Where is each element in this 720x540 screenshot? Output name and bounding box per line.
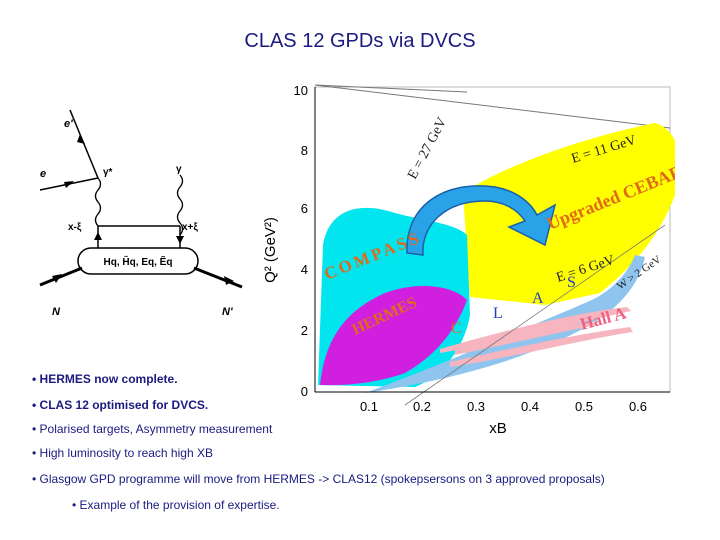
halla-band xyxy=(455,321,597,355)
curved-arrow-icon xyxy=(406,185,557,256)
kinematic-coverage-plot: 0 2 4 6 8 10 0.1 0.2 0.3 0.4 0.5 0.6 Q² … xyxy=(262,83,675,435)
e-prime-label: e' xyxy=(64,118,73,130)
quark-arrow-icon xyxy=(94,232,102,240)
y-tick: 8 xyxy=(301,143,308,158)
outgoing-electron-line xyxy=(69,109,99,179)
x-minus-xi-label: x-ξ xyxy=(68,222,82,233)
outgoing-nucleon-line xyxy=(193,266,243,289)
x-tick: 0.4 xyxy=(521,399,539,414)
y-tick: 4 xyxy=(301,262,308,277)
x-tick: 0.3 xyxy=(467,399,485,414)
gpd-label: Hq, H̃q, Eq, Ẽq xyxy=(104,255,173,268)
clas-letter-s: S xyxy=(567,274,576,291)
clas-letter-a: A xyxy=(532,290,544,307)
bullet-luminosity: • High luminosity to reach high XB xyxy=(32,446,213,460)
hermes-region xyxy=(320,285,467,386)
clas-letter-c: C xyxy=(451,320,462,337)
clas-letter-l: L xyxy=(493,305,503,322)
y-tick: 6 xyxy=(301,201,308,216)
nucleon-arrow-icon xyxy=(224,276,234,285)
dvcs-handbag-diagram: e' e γ* γ x-ξ x+ξ Hq, H̃q, Eq, Ẽq N N' xyxy=(39,109,243,318)
incoming-nucleon-line xyxy=(39,266,83,287)
x-tick: 0.2 xyxy=(413,399,431,414)
real-photon-label: γ xyxy=(176,164,182,175)
page-title: CLAS 12 GPDs via DVCS xyxy=(244,30,476,52)
quark-arrow-icon xyxy=(176,236,184,244)
y-tick-labels: 0 2 4 6 8 10 xyxy=(294,83,308,399)
nucleon-prime-label: N' xyxy=(222,306,233,318)
x-tick: 0.5 xyxy=(575,399,593,414)
nucleon-arrow-icon xyxy=(52,274,62,283)
y-tick: 2 xyxy=(301,323,308,338)
e27-line xyxy=(314,84,468,93)
bullet-clas12: • CLAS 12 optimised for DVCS. xyxy=(32,398,209,412)
x-plus-xi-label: x+ξ xyxy=(182,222,198,233)
electron-arrow-icon xyxy=(64,181,74,188)
gpd-blob xyxy=(77,247,199,275)
y-tick: 0 xyxy=(301,384,308,399)
e-label: e xyxy=(40,168,46,180)
virtual-photon-label: γ* xyxy=(103,167,113,178)
real-photon-line xyxy=(176,174,184,236)
e11-line xyxy=(314,84,671,129)
bullet-glasgow: • Glasgow GPD programme will move from H… xyxy=(32,472,605,486)
w2-line xyxy=(404,224,666,406)
y-tick: 10 xyxy=(294,83,308,98)
nucleon-label: N xyxy=(52,306,61,318)
bullet-expertise: • Example of the provision of expertise. xyxy=(72,498,280,512)
electron-arrow-icon xyxy=(77,134,85,144)
bullet-polarised: • Polarised targets, Asymmetry measureme… xyxy=(32,422,273,436)
halla-band xyxy=(450,327,633,367)
y-axis-label: Q² (GeV²) xyxy=(262,217,279,283)
x-tick-labels: 0.1 0.2 0.3 0.4 0.5 0.6 xyxy=(360,399,647,414)
bullet-hermes: • HERMES now complete. xyxy=(32,372,178,386)
x-tick: 0.1 xyxy=(360,399,378,414)
upgraded-cebaf-region xyxy=(463,123,675,305)
x-axis-label: xB xyxy=(489,420,507,435)
x-tick: 0.6 xyxy=(629,399,647,414)
virtual-photon-line xyxy=(94,177,102,227)
